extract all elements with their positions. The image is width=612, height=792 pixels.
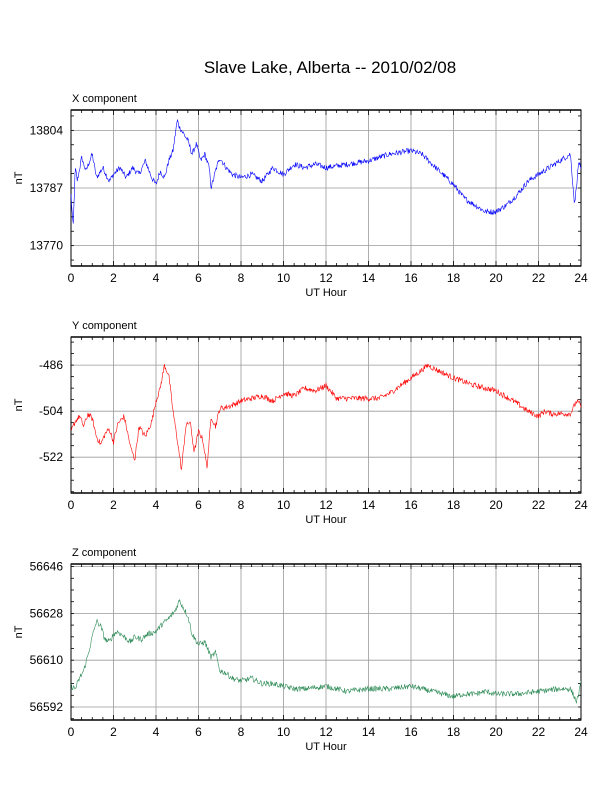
x-tick-label: 6 <box>195 725 202 739</box>
y-tick-label: 56610 <box>30 653 64 667</box>
x-tick-label: 12 <box>319 271 333 285</box>
y-tick-label: 13804 <box>30 123 64 137</box>
x-tick-label: 14 <box>362 725 376 739</box>
y-tick-label: 13770 <box>30 239 64 253</box>
x-tick-label: 0 <box>68 725 75 739</box>
component-title: X component <box>72 93 137 105</box>
x-tick-label: 16 <box>404 271 418 285</box>
x-tick-label: 18 <box>447 725 461 739</box>
series-line <box>70 363 582 471</box>
y-tick-label: -522 <box>39 450 63 464</box>
x-tick-label: 22 <box>532 498 546 512</box>
chart-panel-3: 0 2 4 6 8 10 12 14 16 18 20 22 245659256610566285664… <box>13 547 588 753</box>
x-tick-label: 0 <box>68 271 75 285</box>
x-tick-label: 18 <box>447 271 461 285</box>
x-tick-label: 6 <box>195 271 202 285</box>
y-tick-label: -486 <box>39 358 63 372</box>
series-line <box>70 118 582 224</box>
x-tick-label: 24 <box>574 725 588 739</box>
x-axis-label: UT Hour <box>305 287 347 299</box>
y-tick-label: 56628 <box>30 606 64 620</box>
x-tick-label: 10 <box>277 498 291 512</box>
x-tick-label: 18 <box>447 498 461 512</box>
x-tick-label: 4 <box>153 271 160 285</box>
x-tick-label: 2 <box>110 725 117 739</box>
x-axis-label: UT Hour <box>305 514 347 526</box>
x-tick-label: 24 <box>574 498 588 512</box>
x-tick-label: 16 <box>404 725 418 739</box>
y-axis-label: nT <box>13 398 25 411</box>
x-tick-label: 2 <box>110 271 117 285</box>
y-axis-label: nT <box>13 171 25 184</box>
x-tick-label: 2 <box>110 498 117 512</box>
x-tick-label: 4 <box>153 498 160 512</box>
y-tick-label: 56646 <box>30 560 64 574</box>
x-tick-label: 24 <box>574 271 588 285</box>
x-tick-label: 16 <box>404 498 418 512</box>
x-tick-label: 22 <box>532 271 546 285</box>
page-title: Slave Lake, Alberta -- 2010/02/08 <box>203 58 457 77</box>
x-tick-label: 20 <box>489 725 503 739</box>
x-tick-label: 6 <box>195 498 202 512</box>
y-tick-label: -504 <box>39 404 63 418</box>
x-tick-label: 20 <box>489 498 503 512</box>
component-title: Z component <box>72 547 136 559</box>
x-tick-label: 0 <box>68 498 75 512</box>
x-axis-label: UT Hour <box>305 741 347 753</box>
y-tick-label: 56592 <box>30 700 64 714</box>
y-tick-label: 13787 <box>30 181 64 195</box>
x-tick-label: 12 <box>319 725 333 739</box>
component-title: Y component <box>72 320 137 332</box>
x-tick-label: 8 <box>238 498 245 512</box>
x-tick-label: 20 <box>489 271 503 285</box>
series-line <box>70 598 582 704</box>
x-tick-label: 14 <box>362 498 376 512</box>
x-tick-label: 10 <box>277 725 291 739</box>
x-tick-label: 8 <box>238 725 245 739</box>
x-tick-label: 4 <box>153 725 160 739</box>
y-axis-label: nT <box>13 625 25 638</box>
x-tick-label: 12 <box>319 498 333 512</box>
x-tick-label: 10 <box>277 271 291 285</box>
x-tick-label: 8 <box>238 271 245 285</box>
x-tick-label: 14 <box>362 271 376 285</box>
x-tick-label: 22 <box>532 725 546 739</box>
